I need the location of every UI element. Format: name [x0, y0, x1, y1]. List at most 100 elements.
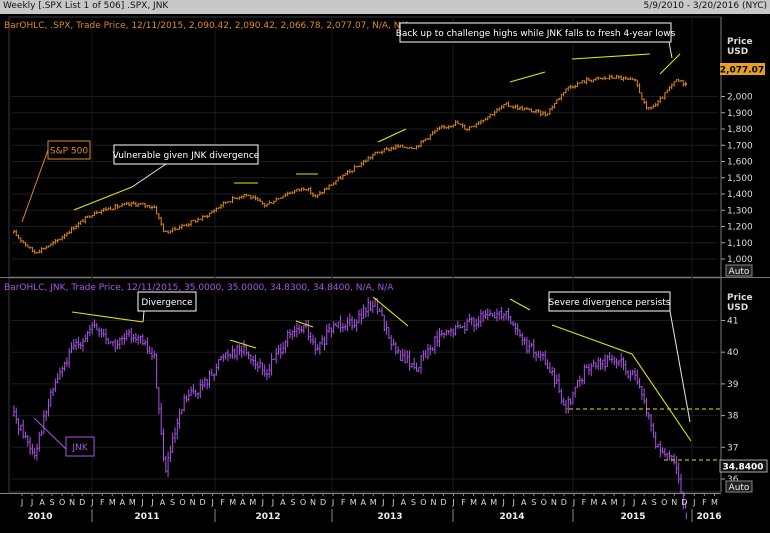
jnk-y-tick-label: 41 — [727, 317, 738, 327]
jnk-y-tick-label: 39 — [727, 380, 739, 390]
x-month-label: M — [229, 498, 236, 507]
jnk-price-label: Price — [727, 293, 753, 303]
x-month-label: M — [370, 498, 377, 507]
jnk-trendline — [71, 311, 144, 323]
jnk-name-pointer — [33, 417, 67, 450]
spx-y-tick-label: 1,200 — [727, 223, 753, 233]
callout-highs — [399, 22, 672, 43]
x-month-label: J — [210, 498, 213, 507]
spx-price-label: Price — [727, 37, 753, 47]
x-month-label: J — [572, 498, 575, 507]
spx-y-tick-label: 1,300 — [727, 206, 753, 216]
callout-vulnerable-text: Vulnerable given JNK divergence — [113, 151, 260, 161]
x-month-label: S — [170, 498, 175, 507]
x-year-label: 2016 — [696, 512, 721, 522]
x-month-label: M — [109, 498, 116, 507]
x-month-label: N — [310, 498, 316, 507]
jnk-auto-button[interactable] — [725, 480, 753, 493]
callout-severe-text: Severe divergence persists — [549, 298, 671, 308]
window-title: Weekly [.SPX List 1 of 506] .SPX, JNK — [3, 1, 169, 11]
jnk-trendline — [229, 339, 257, 349]
x-month-label: M — [129, 498, 136, 507]
x-month-label: N — [69, 498, 75, 507]
x-month-label: S — [50, 498, 55, 507]
x-month-label: S — [652, 498, 657, 507]
x-month-label: J — [692, 498, 695, 507]
callout-divergence-text: Divergence — [141, 298, 193, 308]
spx-y-tick-label: 1,700 — [727, 141, 753, 151]
callout-pointer — [142, 310, 145, 323]
spx-y-tick-label: 1,400 — [727, 190, 753, 200]
x-month-label: A — [481, 498, 487, 507]
x-month-label: M — [249, 498, 256, 507]
x-month-label: M — [470, 498, 477, 507]
jnk-name-box — [65, 436, 95, 457]
x-year-label: 2010 — [27, 512, 52, 522]
x-month-label: F — [702, 498, 707, 507]
x-month-label: N — [430, 498, 436, 507]
x-month-label: M — [711, 498, 718, 507]
x-month-label: N — [551, 498, 557, 507]
spx-y-tick-label: 1,100 — [727, 239, 753, 249]
annotation-lines — [21, 41, 720, 461]
x-month-label: M — [611, 498, 618, 507]
spx-usd-label: USD — [727, 47, 748, 57]
spx-trendline — [659, 53, 681, 75]
x-month-label: J — [502, 498, 505, 507]
callout-vulnerable — [113, 144, 259, 165]
spx-y-tick-label: 1,900 — [727, 109, 753, 119]
spx-last-price-tag — [720, 63, 765, 75]
x-month-label: J — [381, 498, 384, 507]
spx-series — [12, 74, 687, 255]
jnk-last-price-tag — [719, 459, 768, 473]
x-month-label: J — [261, 498, 264, 507]
x-month-label: A — [120, 498, 126, 507]
callout-pointer — [669, 310, 691, 423]
x-month-label: A — [401, 498, 407, 507]
x-month-label: A — [39, 498, 45, 507]
title-bar: Weekly [.SPX List 1 of 506] .SPX, JNK 5/… — [0, 0, 770, 14]
jnk-y-tick-label: 40 — [727, 348, 739, 358]
chart-area: 1,000 1,100 1,200 1,300 1,400 1,500 1,600 1,700… — [0, 14, 770, 533]
x-month-label: O — [300, 498, 306, 507]
x-month-label: J — [20, 498, 23, 507]
x-month-label: A — [280, 498, 286, 507]
x-month-label: J — [451, 498, 454, 507]
x-month-label: A — [240, 498, 246, 507]
jnk-series — [12, 297, 687, 520]
x-month-label: J — [331, 498, 334, 507]
jnk-trendline — [295, 320, 314, 328]
x-month-label: J — [271, 498, 274, 507]
x-month-label: F — [100, 498, 105, 507]
x-month-label: A — [160, 498, 166, 507]
jnk-trendline — [631, 353, 692, 442]
x-month-label: S — [411, 498, 416, 507]
x-year-label: 2014 — [499, 512, 524, 522]
callout-divergence — [137, 291, 197, 312]
x-month-label: O — [541, 498, 547, 507]
spx-y-tick-label: 1,500 — [727, 174, 753, 184]
spx-legend: BarOHLC, .SPX, Trade Price, 12/11/2015, … — [4, 21, 411, 31]
spx-name-box — [47, 140, 91, 160]
x-month-label: J — [391, 498, 394, 507]
x-month-label: M — [350, 498, 357, 507]
x-month-label: J — [512, 498, 515, 507]
spx-trendline — [73, 186, 133, 211]
x-year-label: 2015 — [620, 512, 645, 522]
x-month-label: A — [360, 498, 366, 507]
jnk-y-tick-label: 36 — [727, 475, 739, 485]
x-month-label: O — [420, 498, 426, 507]
x-month-label: J — [632, 498, 635, 507]
spx-last-price: 2,077.07 — [720, 66, 764, 76]
spx-y-tick-label: 1,600 — [727, 158, 753, 168]
jnk-y-tick-label: 38 — [727, 412, 739, 422]
callout-pointer — [131, 163, 167, 188]
jnk-usd-label: USD — [727, 303, 748, 313]
x-month-label: J — [140, 498, 143, 507]
jnk-name-label: JNK — [71, 443, 88, 453]
spx-y-tick-label: 2,000 — [727, 93, 753, 103]
spx-auto-button[interactable] — [725, 264, 753, 277]
x-month-label: D — [320, 498, 326, 507]
callout-severe — [548, 291, 671, 312]
